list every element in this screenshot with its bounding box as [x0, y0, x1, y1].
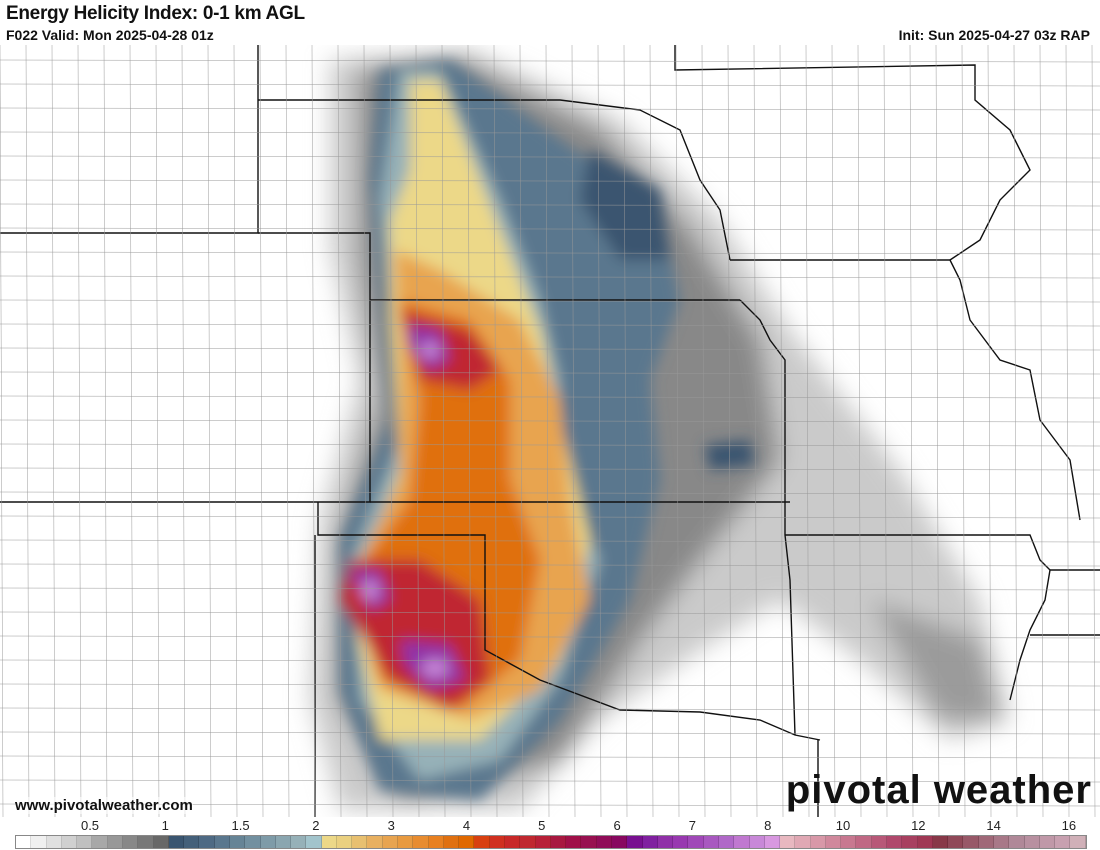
colorbar-cell	[673, 836, 689, 848]
colorbar-cell	[275, 836, 292, 848]
colorbar-cell	[932, 836, 949, 848]
colorbar-cell	[92, 836, 108, 848]
colorbar-cell	[367, 836, 383, 848]
colorbar-cell	[1024, 836, 1040, 848]
colorbar-cell	[199, 836, 215, 848]
colorbar-cell	[550, 836, 567, 848]
colorbar-cell	[963, 836, 979, 848]
colorbar-tick-label: 10	[835, 818, 851, 833]
colorbar-cell	[917, 836, 933, 848]
colorbar-cell	[1039, 836, 1056, 848]
colorbar-cell	[841, 836, 857, 848]
colorbar-cell	[1009, 836, 1025, 848]
colorbar-cell	[780, 836, 796, 848]
colorbar-cell	[856, 836, 872, 848]
colorbar-cell	[887, 836, 903, 848]
pivotal-weather-logo: pivotal weather	[785, 768, 1092, 812]
colorbar-cell	[810, 836, 826, 848]
colorbar-cell	[398, 836, 414, 848]
colorbar-tick-label: 6	[613, 818, 621, 833]
colorbar-cell	[229, 836, 246, 848]
colorbar-cell	[1055, 836, 1071, 848]
county-grid	[0, 45, 1100, 817]
colorbar-cell	[703, 836, 719, 848]
colorbar-cell	[825, 836, 842, 848]
colorbar-cell	[688, 836, 704, 848]
county-borders	[0, 45, 1100, 817]
colorbar-cell	[611, 836, 628, 848]
colorbar-cell	[566, 836, 582, 848]
colorbar-cell	[948, 836, 964, 848]
website-label: www.pivotalweather.com	[15, 797, 193, 814]
colorbar-cell	[184, 836, 200, 848]
colorbar-tick-label: 0.5	[80, 818, 100, 833]
colorbar-cell	[382, 836, 399, 848]
colorbar-cell	[31, 836, 47, 848]
colorbar-cell	[168, 836, 185, 848]
colorbar-cell	[627, 836, 643, 848]
colorbar-tick-label: 1	[161, 818, 169, 833]
colorbar-tick-label: 8	[764, 818, 772, 833]
colorbar-cell	[902, 836, 918, 848]
colorbar-cell	[718, 836, 735, 848]
colorbar-cell	[245, 836, 261, 848]
colorbar-cell	[520, 836, 536, 848]
colorbar-tick-label: 4	[462, 818, 471, 833]
colorbar-cell	[443, 836, 460, 848]
colorbar-cell	[61, 836, 78, 848]
colorbar-tick-label: 7	[688, 818, 697, 833]
colorbar-cell	[77, 836, 93, 848]
colorbar-cell	[122, 836, 139, 848]
colorbar-cell	[214, 836, 230, 848]
state-borders	[0, 45, 1100, 817]
colorbar-tick-label: 2	[312, 818, 320, 833]
colorbar-cell	[871, 836, 888, 848]
weather-map[interactable]	[0, 45, 1100, 817]
colorbar-cell	[1070, 836, 1086, 848]
colorbar-tick-label: 3	[387, 818, 395, 833]
colorbar-cell	[474, 836, 490, 848]
colorbar-cell	[46, 836, 62, 848]
colorbar-cell	[994, 836, 1010, 848]
colorbar-tick-label: 16	[1061, 818, 1077, 833]
colorbar-cell	[321, 836, 337, 848]
colorbar-cell	[428, 836, 444, 848]
colorbar-cell	[138, 836, 154, 848]
colorbar-cell	[306, 836, 322, 848]
colorbar-cell	[16, 836, 32, 848]
colorbar-tick-label: 5	[538, 818, 546, 833]
colorbar-cell	[107, 836, 123, 848]
colorbar-cell	[459, 836, 475, 848]
colorbar-cell	[535, 836, 551, 848]
colorbar-cell	[413, 836, 429, 848]
colorbar-cell	[596, 836, 612, 848]
colorbar-cell	[352, 836, 368, 848]
colorbar-cell	[153, 836, 169, 848]
colorbar-cell	[336, 836, 353, 848]
colorbar-cell	[260, 836, 276, 848]
colorbar-cell	[642, 836, 658, 848]
colorbar-cell	[764, 836, 781, 848]
init-time: Init: Sun 2025-04-27 03z RAP	[898, 27, 1090, 43]
colorbar-cell	[505, 836, 521, 848]
ehi-field	[310, 50, 1010, 810]
colorbar-cell	[657, 836, 674, 848]
valid-time: F022 Valid: Mon 2025-04-28 01z	[6, 27, 214, 43]
colorbar-tick-label: 14	[986, 818, 1001, 833]
colorbar-cell	[291, 836, 307, 848]
colorbar-cell	[581, 836, 597, 848]
colorbar-cell	[734, 836, 750, 848]
colorbar-cell	[795, 836, 811, 848]
colorbar-cell	[489, 836, 505, 848]
colorbar-cell	[749, 836, 765, 848]
colorbar-tick-label: 12	[911, 818, 926, 833]
colorbar-tick-label: 1.5	[231, 818, 250, 833]
colorbar	[15, 835, 1087, 849]
colorbar-cell	[978, 836, 994, 848]
map-title: Energy Helicity Index: 0-1 km AGL	[6, 3, 305, 24]
